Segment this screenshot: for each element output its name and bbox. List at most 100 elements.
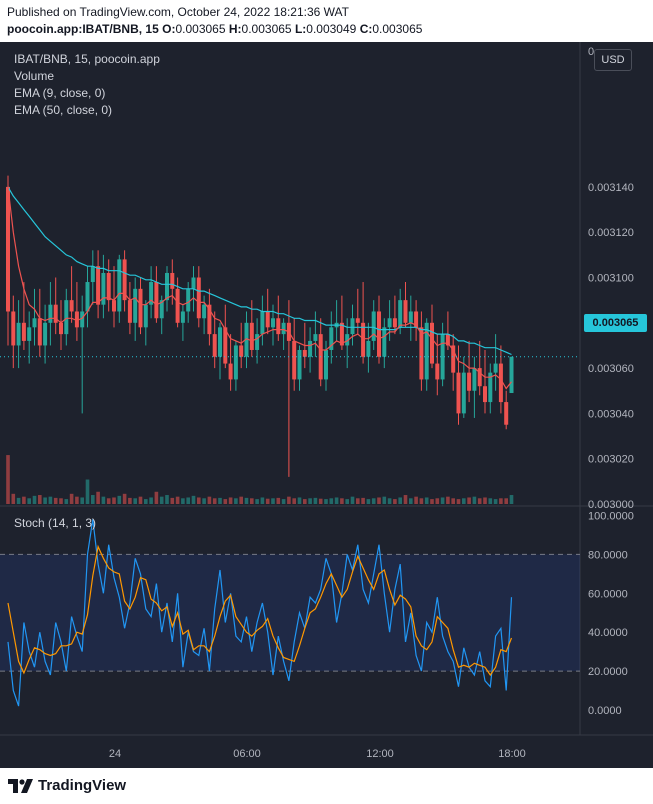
volume-bar: [234, 498, 238, 504]
candle-body: [143, 304, 148, 328]
candle: [53, 277, 58, 335]
volume-bar: [75, 496, 79, 504]
candle-body: [186, 288, 191, 312]
candle: [101, 254, 106, 319]
volume-bar: [22, 496, 26, 504]
volume-bar: [281, 499, 286, 504]
candle: [424, 318, 429, 391]
candle-body: [265, 311, 270, 328]
candle-body: [451, 345, 456, 373]
volume-bar: [398, 497, 402, 504]
candle-body: [127, 300, 132, 323]
candle-body: [175, 288, 180, 323]
candle: [387, 300, 392, 341]
candle-body: [424, 322, 429, 380]
legend-stoch[interactable]: Stoch (14, 1, 3): [14, 516, 97, 530]
candle: [414, 300, 419, 341]
volume-bar: [64, 499, 69, 504]
volume-bar: [467, 497, 471, 504]
low-value: 0.003049: [306, 22, 357, 36]
volume-bar: [297, 497, 302, 504]
tradingview-logo[interactable]: TradingView: [8, 777, 126, 794]
volume-bar: [69, 493, 74, 504]
candle: [504, 390, 509, 430]
stoch-band-fill: [0, 554, 580, 672]
candle: [281, 318, 286, 350]
volume-bar: [424, 497, 429, 504]
candle: [196, 266, 201, 328]
candle: [64, 288, 69, 346]
legend-volume[interactable]: Volume: [14, 69, 55, 83]
chart-canvas[interactable]: 00.0031400.0031200.0031000.0030800.00306…: [0, 42, 653, 768]
volume-bar: [43, 497, 47, 504]
candle-body: [6, 186, 10, 312]
candle: [122, 250, 127, 312]
ema9-line: [7, 186, 512, 390]
legend-title[interactable]: IBAT/BNB, 15, poocoin.app: [14, 52, 160, 66]
candle: [85, 266, 90, 328]
candle-body: [149, 282, 154, 305]
candle-body: [106, 272, 111, 301]
candle: [483, 349, 487, 414]
candle: [228, 334, 233, 391]
candle: [138, 277, 143, 335]
candle-body: [53, 304, 58, 323]
volume-bar: [329, 498, 334, 504]
legend-ema50[interactable]: EMA (50, close, 0): [14, 103, 113, 117]
candle-body: [37, 318, 42, 346]
candle: [477, 340, 482, 396]
volume-bar: [387, 498, 392, 504]
candle-body: [329, 327, 334, 350]
candle: [392, 295, 397, 335]
candle: [339, 295, 344, 350]
volume-bar: [430, 499, 434, 504]
candle-body: [159, 300, 164, 319]
volume-bar: [504, 498, 508, 504]
candle-body: [154, 282, 159, 319]
volume-bar: [27, 498, 31, 504]
currency-button[interactable]: USD: [594, 49, 632, 71]
candle-body: [292, 340, 297, 380]
volume-bar: [218, 497, 222, 504]
candle-body: [419, 327, 424, 380]
candle-body: [313, 334, 318, 341]
volume-bar: [16, 497, 21, 504]
time-tick-label: 24: [109, 748, 121, 760]
candle-body: [366, 340, 371, 357]
candle: [154, 266, 159, 323]
candle: [59, 300, 63, 350]
candle-body: [244, 322, 249, 357]
candle: [202, 295, 207, 335]
candle-body: [202, 304, 207, 319]
candle: [292, 318, 297, 391]
volume-bar: [101, 496, 106, 504]
volume-bar: [356, 498, 360, 504]
candle-body: [339, 322, 344, 346]
volume-bar: [223, 499, 228, 504]
volume-bar: [276, 497, 281, 504]
candle-body: [223, 327, 228, 364]
candle: [403, 282, 408, 328]
candle-body: [281, 322, 286, 335]
candle-body: [80, 311, 85, 328]
volume-bar: [334, 497, 339, 504]
candle: [69, 266, 74, 323]
volume-bar: [324, 499, 328, 504]
tradingview-logo-icon: [8, 778, 33, 793]
volume-bar: [80, 497, 84, 504]
chart-area[interactable]: 00.0031400.0031200.0031000.0030800.00306…: [0, 42, 653, 768]
volume-bar: [477, 498, 482, 504]
candle: [207, 288, 212, 346]
candle: [276, 295, 281, 341]
low-label: L:: [294, 22, 307, 36]
volume-bar: [144, 499, 148, 504]
volume-bar: [138, 496, 143, 504]
volume-bar: [435, 498, 440, 504]
candle-body: [180, 311, 185, 323]
stoch-tick-label: 40.0000: [588, 627, 628, 639]
legend-ema9[interactable]: EMA (9, close, 0): [14, 86, 106, 100]
candle: [112, 266, 116, 328]
volume-bar: [287, 496, 291, 504]
candle: [350, 304, 355, 346]
candle: [223, 304, 228, 369]
